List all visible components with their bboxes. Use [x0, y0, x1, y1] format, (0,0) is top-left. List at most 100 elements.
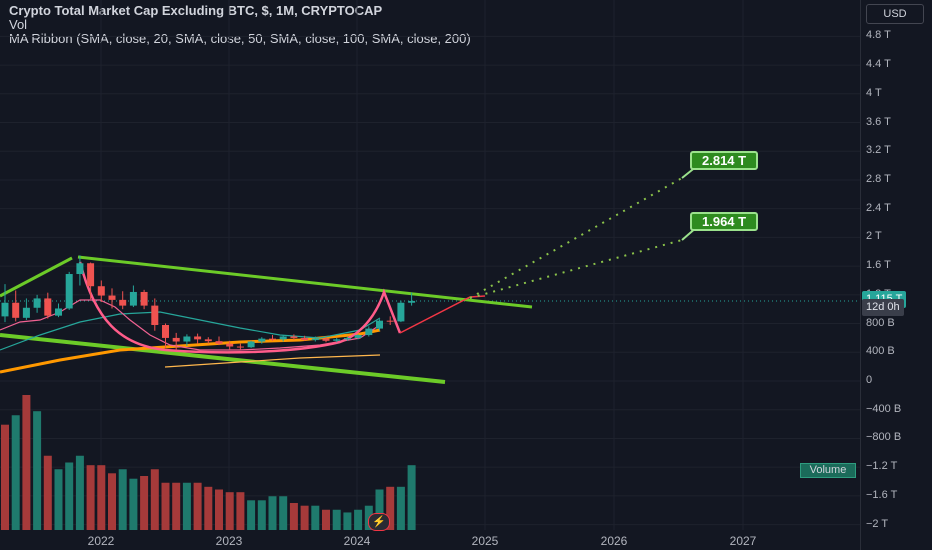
- ma200-line: [164, 354, 381, 368]
- volume-bar: [247, 500, 256, 530]
- y-tick-label: 800 B: [866, 316, 895, 329]
- chart-grid: [0, 0, 860, 530]
- volume-bar: [279, 496, 288, 530]
- candle-body: [22, 307, 30, 318]
- candle-body: [397, 302, 405, 322]
- volume-bar: [43, 455, 52, 530]
- candle-body: [172, 337, 180, 342]
- candle-body: [108, 295, 116, 300]
- volume-bar: [289, 503, 298, 530]
- candle-body: [151, 305, 159, 325]
- lightning-icon[interactable]: ⚡: [368, 513, 390, 531]
- volume-bar: [268, 496, 277, 530]
- volume-bar: [75, 455, 84, 530]
- volume-bar: [407, 465, 416, 530]
- y-tick-label: 4.4 T: [866, 58, 891, 71]
- x-tick-label: 2026: [600, 534, 628, 548]
- candle-body: [204, 339, 212, 342]
- legend-vol[interactable]: Vol: [9, 17, 28, 32]
- candle-body: [290, 336, 298, 338]
- target-callout-upper: 2.814 T: [690, 151, 759, 170]
- volume-bar: [161, 482, 170, 530]
- y-tick-label: 2 T: [866, 230, 882, 243]
- volume-bar: [129, 478, 138, 530]
- volume-bar: [236, 492, 245, 530]
- candle-body: [408, 300, 416, 303]
- volume-bar: [22, 395, 31, 530]
- candle-body: [258, 338, 266, 342]
- y-tick-label: 2.4 T: [866, 201, 891, 214]
- countdown-badge: 12d 0h: [862, 299, 904, 316]
- target-callout-lower: 1.964 T: [690, 212, 759, 231]
- candle-body: [65, 274, 73, 309]
- volume-bar: [150, 469, 159, 530]
- volume-bar: [97, 465, 106, 530]
- projection-upper: [469, 177, 683, 299]
- x-tick-label: 2023: [215, 534, 243, 548]
- y-tick-label: 4 T: [866, 86, 882, 99]
- volume-bar: [172, 482, 181, 530]
- volume-bar: [140, 476, 149, 530]
- volume-bar: [300, 505, 309, 530]
- y-tick-label: 3.6 T: [866, 115, 891, 128]
- candle-body: [140, 291, 148, 306]
- price-chart[interactable]: [0, 0, 860, 550]
- volume-label: Volume: [800, 463, 856, 478]
- volume-bar: [215, 489, 223, 530]
- volume-bar: [204, 486, 213, 530]
- candle-body: [365, 328, 373, 336]
- volume-bar: [343, 512, 352, 530]
- y-tick-label: 0: [866, 374, 873, 386]
- candle-body: [76, 263, 84, 275]
- volume-bar: [311, 505, 320, 530]
- volume-bar: [1, 424, 9, 530]
- y-tick-label: −400 B: [866, 402, 902, 415]
- volume-bar: [322, 509, 330, 530]
- y-tick-label: −1.6 T: [866, 488, 898, 501]
- y-tick-label: −800 B: [866, 431, 902, 444]
- candle-body: [386, 320, 394, 322]
- chart-legend: Crypto Total Market Cap Excluding BTC, $…: [9, 4, 471, 46]
- y-tick-label: 1.6 T: [866, 259, 891, 272]
- volume-bar: [193, 482, 202, 530]
- candle-body: [226, 343, 234, 347]
- volume-bar: [354, 509, 363, 530]
- candle-body: [97, 286, 105, 296]
- volume-bar: [332, 509, 341, 530]
- x-tick-label: 2024: [343, 534, 371, 548]
- ma20-line: [0, 299, 381, 351]
- ma100-line: [0, 328, 381, 374]
- candle-body: [1, 302, 9, 317]
- volume-bars: [1, 395, 416, 530]
- currency-selector[interactable]: USD: [866, 4, 924, 24]
- candle-body: [236, 346, 244, 348]
- x-tick-label: 2027: [729, 534, 757, 548]
- volume-bar: [54, 469, 63, 530]
- y-tick-label: 4.8 T: [866, 29, 891, 42]
- candle-body: [376, 320, 383, 329]
- chart-title[interactable]: Crypto Total Market Cap Excluding BTC, $…: [9, 3, 383, 18]
- candle-body: [33, 298, 41, 308]
- candle-body: [269, 338, 276, 340]
- volume-bar: [375, 489, 384, 530]
- candle-body: [119, 299, 127, 306]
- candle-body: [194, 336, 202, 340]
- upper-trendline: [77, 255, 533, 309]
- volume-bar: [118, 469, 127, 530]
- candle-body: [215, 341, 223, 344]
- candle-body: [44, 298, 52, 316]
- candle-body: [129, 291, 137, 306]
- volume-bar: [225, 492, 234, 530]
- candle-body: [343, 337, 351, 340]
- early-trendline: [0, 256, 73, 298]
- legend-ma-ribbon[interactable]: MA Ribbon (SMA, close, 20, SMA, close, 5…: [9, 31, 471, 46]
- volume-bar: [86, 465, 95, 530]
- candle-body: [322, 338, 330, 341]
- price-axis[interactable]: [860, 0, 932, 550]
- candle-body: [183, 336, 191, 342]
- candlesticks: [1, 255, 416, 351]
- parabolic-curve: [78, 261, 402, 354]
- candle-body: [279, 336, 287, 340]
- volume-bar: [386, 486, 395, 530]
- candle-body: [311, 338, 319, 341]
